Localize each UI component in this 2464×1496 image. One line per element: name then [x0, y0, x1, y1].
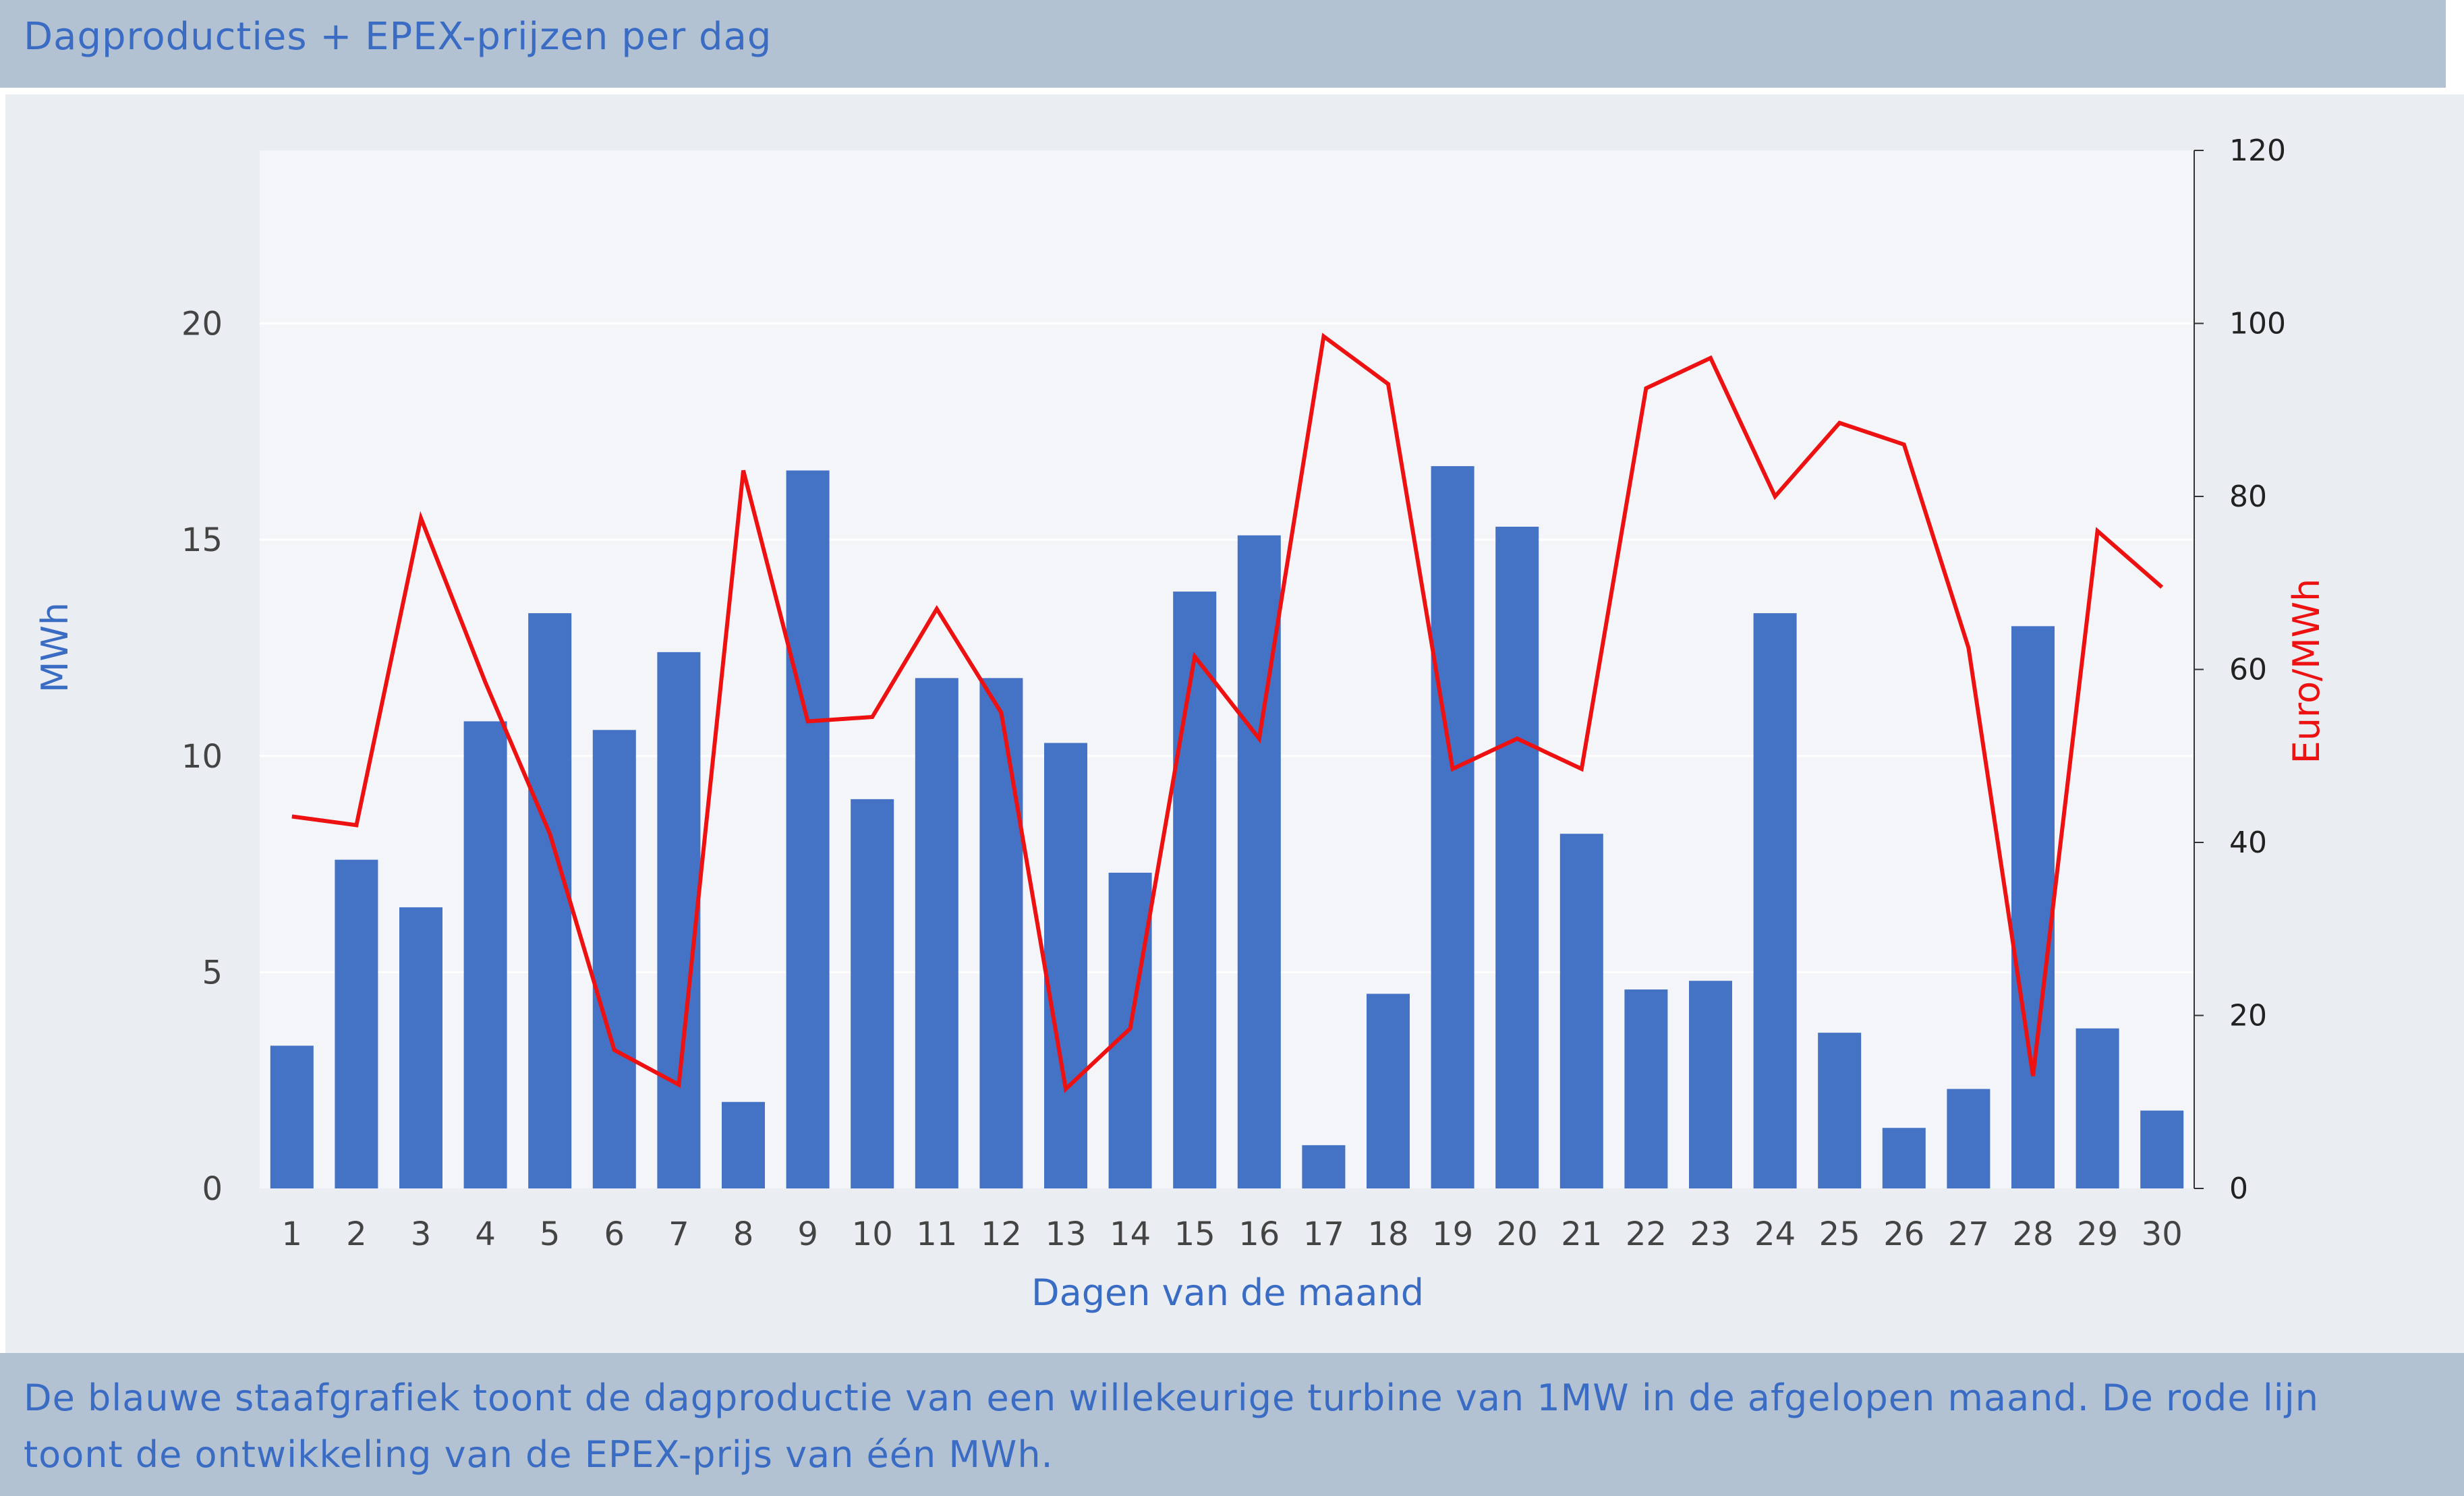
bar-day-20	[1495, 526, 1539, 1188]
left-tick-label: 0	[202, 1170, 223, 1208]
left-tick-label: 15	[181, 521, 223, 559]
bar-day-9	[786, 470, 830, 1188]
x-tick-label: 3	[411, 1215, 432, 1253]
right-tick-label: 100	[2229, 307, 2286, 341]
bar-day-21	[1559, 834, 1603, 1188]
bar-day-3	[399, 907, 442, 1188]
price-line	[291, 333, 2164, 1093]
x-tick-label: 1	[282, 1215, 303, 1253]
bar-day-27	[1947, 1089, 1990, 1188]
x-tick-label: 21	[1561, 1215, 1602, 1253]
x-tick-label: 9	[797, 1215, 818, 1253]
bar-day-28	[2011, 626, 2055, 1188]
right-axis: 0 20 40 60 80 100 120	[2194, 134, 2286, 1206]
right-tick-label: 0	[2229, 1172, 2248, 1206]
bar-day-29	[2075, 1028, 2119, 1188]
chart-description: De blauwe staafgrafiek toont de dagprodu…	[24, 1377, 2319, 1476]
bar-day-7	[657, 652, 701, 1188]
x-tick-label: 6	[604, 1215, 625, 1253]
bar-day-17	[1302, 1145, 1346, 1188]
x-tick-label: 19	[1432, 1215, 1473, 1253]
right-tick-label: 60	[2229, 653, 2267, 687]
left-axis-title: MWh	[34, 602, 76, 693]
bar-day-8	[722, 1101, 765, 1188]
bar-day-22	[1624, 989, 1668, 1188]
bar-day-30	[2140, 1110, 2184, 1188]
left-axis-ticks: 0 5 10 15 20	[181, 306, 223, 1209]
bar-day-19	[1431, 466, 1474, 1188]
left-tick-label: 5	[202, 954, 223, 991]
chart-title: Dagproducties + EPEX-prijzen per dag	[24, 15, 772, 59]
x-tick-label: 28	[2012, 1215, 2053, 1253]
right-axis-title: Euro/MWh	[2285, 579, 2328, 764]
x-tick-label: 24	[1754, 1215, 1796, 1253]
x-tick-label: 25	[1819, 1215, 1860, 1253]
bar-day-25	[1818, 1033, 1862, 1188]
x-axis-title: Dagen van de maand	[1031, 1271, 1424, 1314]
x-tick-label: 15	[1174, 1215, 1215, 1253]
x-tick-label: 22	[1626, 1215, 1667, 1253]
x-tick-label: 11	[916, 1215, 957, 1253]
x-tick-label: 27	[1948, 1215, 1989, 1253]
x-tick-label: 17	[1303, 1215, 1344, 1253]
x-tick-label: 16	[1238, 1215, 1280, 1253]
right-tick-label: 20	[2229, 999, 2267, 1033]
x-tick-label: 29	[2077, 1215, 2118, 1253]
bar-day-2	[335, 859, 378, 1188]
x-tick-label: 20	[1497, 1215, 1538, 1253]
right-tick-label: 40	[2229, 826, 2267, 860]
bar-day-26	[1882, 1128, 1926, 1188]
x-tick-label: 30	[2142, 1215, 2183, 1253]
x-tick-label: 10	[852, 1215, 893, 1253]
bar-day-11	[915, 678, 958, 1188]
bar-day-15	[1173, 592, 1217, 1188]
x-tick-label: 23	[1690, 1215, 1731, 1253]
production-bars	[270, 466, 2184, 1188]
bar-day-23	[1689, 981, 1732, 1188]
bar-day-24	[1753, 613, 1797, 1188]
left-tick-label: 10	[181, 738, 223, 776]
right-tick-label: 120	[2229, 134, 2286, 168]
x-axis-ticks: 1 2 3 4 5 6 7 8 9 10 11 12 13 14 15 16 17 18 19 20 21 22 23 24 2…	[282, 1215, 2183, 1253]
x-tick-label: 4	[475, 1215, 496, 1253]
x-tick-label: 2	[346, 1215, 367, 1253]
bar-day-5	[528, 613, 572, 1188]
x-tick-label: 14	[1110, 1215, 1151, 1253]
x-tick-label: 13	[1045, 1215, 1086, 1253]
bar-day-12	[979, 678, 1023, 1188]
bar-day-1	[270, 1045, 314, 1188]
x-tick-label: 26	[1883, 1215, 1924, 1253]
x-tick-label: 5	[540, 1215, 561, 1253]
bar-day-6	[592, 730, 636, 1188]
bar-day-13	[1044, 743, 1087, 1188]
bar-day-10	[851, 799, 894, 1188]
header-bar: Dagproducties + EPEX-prijzen per dag	[0, 0, 2446, 88]
x-tick-label: 12	[981, 1215, 1022, 1253]
bar-day-18	[1367, 994, 1410, 1188]
footer-bar: De blauwe staafgrafiek toont de dagprodu…	[0, 1353, 2464, 1496]
x-tick-label: 18	[1367, 1215, 1408, 1253]
left-tick-label: 20	[181, 306, 223, 343]
x-tick-label: 7	[668, 1215, 689, 1253]
bar-day-4	[463, 721, 507, 1188]
gridlines	[260, 322, 2194, 973]
x-tick-label: 8	[733, 1215, 754, 1253]
right-tick-label: 80	[2229, 480, 2267, 514]
